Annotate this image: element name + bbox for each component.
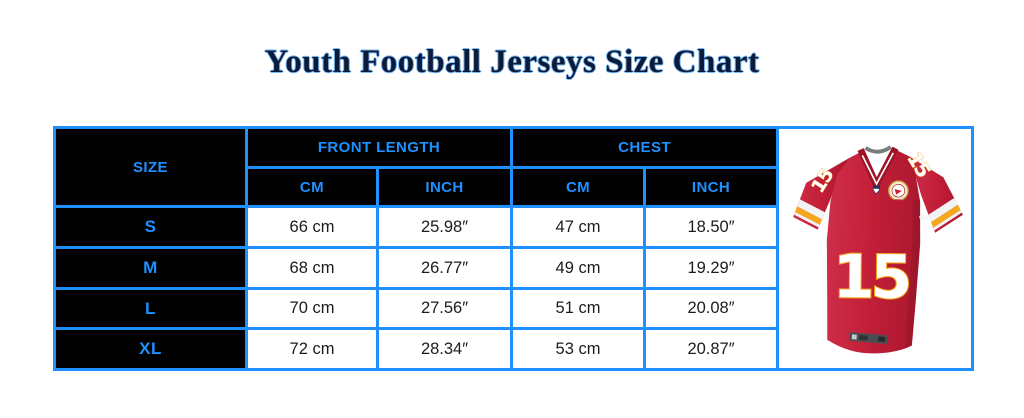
column-header-chest: CHEST xyxy=(510,126,780,169)
front-cm-value: 68 cm xyxy=(245,246,379,290)
size-label: L xyxy=(53,287,248,330)
table-row-xl: XL 72 cm 28.34″ 53 cm 20.87″ xyxy=(53,327,973,371)
table-row-l: L 70 cm 27.56″ 51 cm 20.08″ xyxy=(53,287,973,330)
unit-header-chest-cm: CM xyxy=(510,166,647,208)
collar-tape xyxy=(863,144,892,154)
header-row-groups: SIZE FRONT LENGTH CHEST xyxy=(53,126,975,371)
jersey-photo: 15 15 15 xyxy=(779,129,971,368)
chest-inch-value: 18.50″ xyxy=(643,205,780,249)
chest-cm-value: 51 cm xyxy=(510,287,647,330)
chest-inch-value: 20.87″ xyxy=(643,327,780,371)
swoosh-icon xyxy=(918,213,939,220)
size-label: S xyxy=(53,205,248,249)
unit-header-chest-inch: INCH xyxy=(643,166,780,208)
front-cm-value: 66 cm xyxy=(245,205,379,249)
jersey-image: 15 15 15 xyxy=(792,144,965,353)
table-row-m: M 68 cm 26.77″ 49 cm 19.29″ xyxy=(53,246,973,290)
table-row-s: S 66 cm 25.98″ 47 cm 18.50″ xyxy=(53,205,973,249)
size-label: XL xyxy=(53,327,248,371)
front-cm-value: 72 cm xyxy=(245,327,379,371)
unit-header-front-cm: CM xyxy=(245,166,379,208)
page-title: Youth Football Jerseys Size Chart xyxy=(264,44,760,80)
team-patch xyxy=(887,179,909,202)
header-row-units: CM INCH CM INCH xyxy=(55,166,973,208)
jersey-photo-cell: 15 15 15 xyxy=(776,126,975,371)
front-cm-value: 70 cm xyxy=(245,287,379,330)
chest-cm-value: 49 cm xyxy=(510,246,647,290)
front-inch-value: 25.98″ xyxy=(375,205,514,249)
front-inch-value: 26.77″ xyxy=(375,246,514,290)
size-chart-table: SIZE FRONT LENGTH CHEST xyxy=(53,126,975,371)
unit-header-front-inch: INCH xyxy=(375,166,514,208)
chest-inch-value: 20.08″ xyxy=(643,287,780,330)
front-inch-value: 27.56″ xyxy=(375,287,514,330)
jock-tag xyxy=(848,331,888,344)
front-inch-value: 28.34″ xyxy=(375,327,514,371)
chest-cm-value: 47 cm xyxy=(510,205,647,249)
nfl-shield-logo xyxy=(872,184,880,194)
size-label: M xyxy=(53,246,248,290)
chest-cm-value: 53 cm xyxy=(510,327,647,371)
column-header-size: SIZE xyxy=(53,126,248,208)
jersey-number: 15 xyxy=(832,243,908,313)
column-header-front-length: FRONT LENGTH xyxy=(244,126,514,169)
chest-inch-value: 19.29″ xyxy=(643,246,780,290)
